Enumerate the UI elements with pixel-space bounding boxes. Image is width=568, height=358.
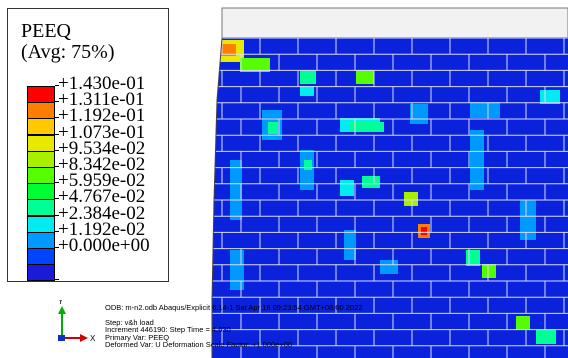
legend-panel: PEEQ (Avg: 75%) +1.430e-01 +1.311e-01 +1.1… <box>7 8 169 282</box>
legend-swatch <box>27 264 55 282</box>
peeq-hotspot <box>362 176 380 188</box>
peeq-hotspot <box>300 86 314 96</box>
legend-tick-label: +8.342e-02 <box>58 154 146 175</box>
top-plate <box>221 7 568 39</box>
legend-tick-label: +9.534e-02 <box>58 137 146 159</box>
legend-subtitle: (Avg: 75%) <box>21 41 115 63</box>
legend-swatch <box>27 167 55 184</box>
peeq-hotspot <box>470 130 484 190</box>
legend-swatch <box>27 231 55 249</box>
peeq-hotspot <box>380 260 398 274</box>
peeq-hotspot <box>410 104 428 124</box>
legend-tick-mark <box>55 149 59 151</box>
legend-title: PEEQ <box>21 20 71 42</box>
peeq-hotspot <box>470 102 500 118</box>
odb-info-line: ODB: m-n2.odb Abaqus/Explicit 6.14-1 Sat… <box>105 303 363 312</box>
peeq-hotspot <box>356 70 374 84</box>
legend-tick-mark <box>55 230 59 232</box>
legend-tick-label: +1.430e-01 <box>58 73 146 94</box>
peeq-hotspot <box>404 192 418 206</box>
legend-tick-mark <box>55 279 59 281</box>
deformed-var-line: Deformed Var: U Deformation Scale Factor… <box>105 340 293 349</box>
peeq-hotspot <box>466 250 480 266</box>
wall-left-edge <box>211 37 223 358</box>
peeq-hotspot <box>240 58 270 72</box>
legend-swatch <box>27 102 55 120</box>
legend-tick-label: +5.959e-02 <box>58 170 146 192</box>
peeq-hotspot <box>304 160 312 170</box>
legend-tick-label: +4.767e-02 <box>58 186 146 208</box>
legend-swatch <box>27 118 55 136</box>
legend-swatch <box>27 134 55 152</box>
viewport-info: ODB: m-n2.odb Abaqus/Explicit 6.14-1 Sat… <box>105 304 362 349</box>
legend-tick-mark <box>55 214 59 216</box>
legend-tick-mark <box>55 117 59 119</box>
legend-tick-label: +1.192e-01 <box>58 105 146 127</box>
peeq-hotspot <box>536 330 556 344</box>
legend-swatch <box>27 199 55 217</box>
legend-swatch <box>27 248 55 265</box>
legend-swatch <box>27 150 55 168</box>
legend-tick-mark <box>55 133 59 135</box>
peeq-hotspot <box>300 70 316 84</box>
step-line: Step: v&h load <box>105 317 154 327</box>
peeq-hotspot <box>268 122 278 134</box>
peeq-hotspot <box>482 264 496 278</box>
legend-tick-mark <box>55 247 59 248</box>
legend-tick-label: +0.000e+00 <box>58 235 150 256</box>
legend-tick-mark <box>55 198 59 200</box>
legend-tick-label: +1.073e-01 <box>58 121 146 143</box>
peeq-hotspot <box>421 227 427 235</box>
mortar-joints <box>212 38 568 358</box>
peeq-hotspot <box>516 316 530 330</box>
y-axis-label: Y <box>58 300 64 306</box>
peeq-hotspot <box>344 230 356 260</box>
primary-var-line: Primary Var: PEEQ <box>105 332 170 342</box>
legend-tick-mark <box>55 182 59 184</box>
peeq-hotspot <box>540 90 560 104</box>
peeq-hotspot <box>230 250 244 290</box>
peeq-hotspot <box>350 122 384 132</box>
legend-swatch <box>27 183 55 201</box>
peeq-hotspot <box>230 160 242 220</box>
x-axis-label: X <box>90 334 96 343</box>
legend-tick-mark <box>55 85 59 86</box>
wall-base <box>212 38 568 358</box>
peeq-hotspots <box>216 40 560 344</box>
legend-swatch <box>27 215 55 233</box>
legend-tick-label: +1.311e-01 <box>58 89 145 111</box>
legend-swatch <box>27 86 55 103</box>
legend-tick-label: +2.384e-02 <box>58 202 146 224</box>
peeq-hotspot <box>340 180 354 196</box>
legend-tick-label: +1.192e-02 <box>58 218 146 240</box>
legend-tick-mark <box>55 101 59 103</box>
axis-triad: Y X <box>48 297 108 350</box>
increment-line: Increment 446190: Step Time = 4.630 <box>105 325 231 334</box>
peeq-hotspot <box>520 200 536 240</box>
legend-tick-mark <box>55 166 59 167</box>
